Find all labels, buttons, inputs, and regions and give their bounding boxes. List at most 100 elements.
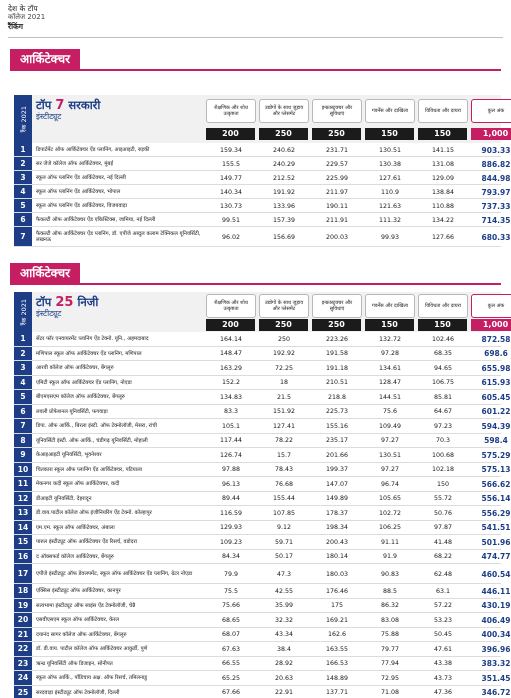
institute-name: एमिटी स्कूल ऑफ आर्किटेक्चर ऐंड प्लानिंग,… <box>36 379 132 386</box>
institute-name: एपीजे इंस्टीट्यूट ऑफ डेवलपमेंट, स्कूल ऑफ… <box>36 570 193 577</box>
rank-number: 23 <box>14 656 32 670</box>
institute-name: एसवीएसएम स्कूल ऑफ आर्किटेक्चर, केरल <box>36 617 119 624</box>
score-cell: 97.27 <box>380 437 400 445</box>
rank-number: 13 <box>14 506 32 520</box>
institute-name: स्कूल ऑफ आर्कि., पाँडिचाय अक्ष. ऑफ रिसर्… <box>36 675 148 682</box>
table-row: 19 सत्यभामा इंस्टीट्यूट ऑफ साइंस ऐंड टेक्… <box>14 598 510 613</box>
table-row: 25 सरदवाड़ा इंस्टीट्यूट ऑफ टेक्नोलॉजी, दि… <box>14 685 510 698</box>
masthead-section: रैंकिंग <box>8 22 23 31</box>
private-ranking-table: रैंक 2021 टॉप 25 निजी इंस्टीट्यूट शैक्षण… <box>14 292 511 698</box>
score-cell: 147.07 <box>325 480 349 488</box>
institute-name: डिपार्टमेंट ऑफ आर्किटेक्चर ऐंड प्लानिंग,… <box>36 146 150 153</box>
score-cell: 9.12 <box>276 524 292 532</box>
rank-number: 7 <box>14 419 32 433</box>
score-cell: 91.9 <box>382 553 398 561</box>
score-cell: 163.29 <box>219 364 243 372</box>
institute-name: मणिपाल स्कूल ऑफ आर्किटेक्चर ऐंड प्लानिंग… <box>36 350 142 357</box>
score-cell: 83.08 <box>380 616 400 624</box>
column-header: कुल अंक <box>471 99 511 123</box>
rank-number: 3 <box>14 361 32 375</box>
score-cell: 43.34 <box>274 631 294 639</box>
rank-number: 5 <box>14 199 32 212</box>
score-cell: 21.5 <box>276 393 292 401</box>
rank-number: 24 <box>14 671 32 685</box>
total-score-cell: 886.82 <box>481 159 511 169</box>
score-cell: 200.43 <box>325 538 349 546</box>
score-cell: 225.73 <box>325 408 349 416</box>
rank-number: 6 <box>14 404 32 418</box>
table-row: 5 बीएमएसएम कॉलेज ऑफ आर्किटेक्चर, बेंगलूरु… <box>14 390 510 405</box>
table-title: टॉप 7 सरकारी इंस्टीट्यूट <box>36 99 206 122</box>
institute-name: एम.एम. स्कूल ऑफ आर्किटेक्चर, अंबाला <box>36 524 115 531</box>
score-cell: 99.51 <box>221 216 241 224</box>
rank-number: 7 <box>14 227 32 246</box>
score-cell: 68.07 <box>221 631 241 639</box>
table-row: 7 फैकल्टी ऑफ आर्किटेक्चर ऐंड प्लानिंग, डॉ… <box>14 227 510 247</box>
rank-number: 4 <box>14 375 32 389</box>
total-score-cell: 566.62 <box>481 479 511 489</box>
table-row: 8 यूनिवर्सिटी इंस्टी. ऑफ आर्कि., चंडीगढ़ … <box>14 433 508 448</box>
title-number: 7 <box>55 98 65 113</box>
score-cell: 176.46 <box>325 587 349 595</box>
total-score-cell: 400.34 <box>481 630 511 640</box>
rank-number: 18 <box>14 584 32 598</box>
institute-name: लवली प्रोफेशनल यूनिवर्सिटी, फगवाड़ा <box>36 408 108 415</box>
score-cell: 132.72 <box>378 335 402 343</box>
score-cell: 137.71 <box>325 689 349 697</box>
score-cell: 72.95 <box>380 674 400 682</box>
rank-number: 16 <box>14 549 32 563</box>
score-cell: 66.55 <box>221 660 241 668</box>
institute-name: द ऑक्सफर्ड कॉलेज आर्किटेक्चर, बेंगलूरु <box>36 553 114 560</box>
score-cell: 121.63 <box>378 202 402 210</box>
score-cell: 71.08 <box>380 689 400 697</box>
table-header: रैंक 2021 टॉप 25 निजी इंस्टीट्यूट शैक्षण… <box>14 292 511 332</box>
table-row: 9 केआइआइटी यूनिवर्सिटी, भुवनेश्वर 126.74 15… <box>14 448 510 463</box>
score-cell: 129.09 <box>431 174 455 182</box>
total-score-cell: 605.45 <box>481 392 511 402</box>
score-cell: 155.16 <box>325 422 349 430</box>
total-score-cell: 601.22 <box>481 407 511 417</box>
score-cell: 78.22 <box>274 437 294 445</box>
score-cell: 164.14 <box>219 335 243 343</box>
total-score-cell: 793.97 <box>481 187 511 197</box>
score-cell: 68.22 <box>433 553 453 561</box>
score-cell: 156.69 <box>272 233 296 241</box>
score-cell: 130.51 <box>378 146 402 154</box>
score-cell: 109.49 <box>378 422 402 430</box>
score-cell: 180.03 <box>325 570 349 578</box>
column-header: विविधता और दायरा <box>418 99 468 123</box>
total-score-cell: 655.98 <box>481 363 511 373</box>
score-cell: 62.48 <box>433 570 453 578</box>
score-cell: 64.67 <box>433 408 453 416</box>
max-score-cell: 1,000 <box>471 319 511 331</box>
score-cell: 130.73 <box>219 202 243 210</box>
score-cell: 127.41 <box>272 422 296 430</box>
score-cell: 85.81 <box>433 393 453 401</box>
score-cell: 148.47 <box>219 350 243 358</box>
rank-number: 9 <box>14 448 32 462</box>
rank-number: 4 <box>14 185 32 198</box>
score-cell: 235.17 <box>325 437 349 445</box>
table-row: 23 ऋन्ध्र यूनिवर्सिटी ऑफ डिजाइन, सोनीपत 66… <box>14 656 510 671</box>
rank-year-label: रैंक 2021 <box>14 95 32 143</box>
score-cell: 149.89 <box>325 495 349 503</box>
score-cell: 141.15 <box>431 146 455 154</box>
score-cell: 65.25 <box>221 674 241 682</box>
institute-name: केआइआइटी यूनिवर्सिटी, भुवनेश्वर <box>36 452 102 459</box>
score-cell: 75.66 <box>221 602 241 610</box>
table-row: 14 एम.एम. स्कूल ऑफ आर्किटेक्चर, अंबाला 129… <box>14 520 510 535</box>
score-cell: 41.48 <box>433 538 453 546</box>
score-cell: 43.73 <box>433 674 453 682</box>
institute-name: फैकल्टी ऑफ आर्किटेक्चर ऐंड प्लानिंग, डॉ.… <box>36 230 201 243</box>
score-cell: 150 <box>436 480 450 488</box>
score-cell: 169.21 <box>325 616 349 624</box>
total-score-cell: 556.29 <box>481 508 511 518</box>
score-cell: 223.26 <box>325 335 349 343</box>
score-cell: 75.6 <box>382 408 398 416</box>
total-score-cell: 872.58 <box>481 334 511 344</box>
score-cell: 129.93 <box>219 524 243 532</box>
rank-number: 2 <box>14 157 32 170</box>
rank-number: 14 <box>14 520 32 534</box>
column-header: कुल अंक <box>471 294 511 318</box>
total-score-cell: 844.98 <box>481 173 511 183</box>
